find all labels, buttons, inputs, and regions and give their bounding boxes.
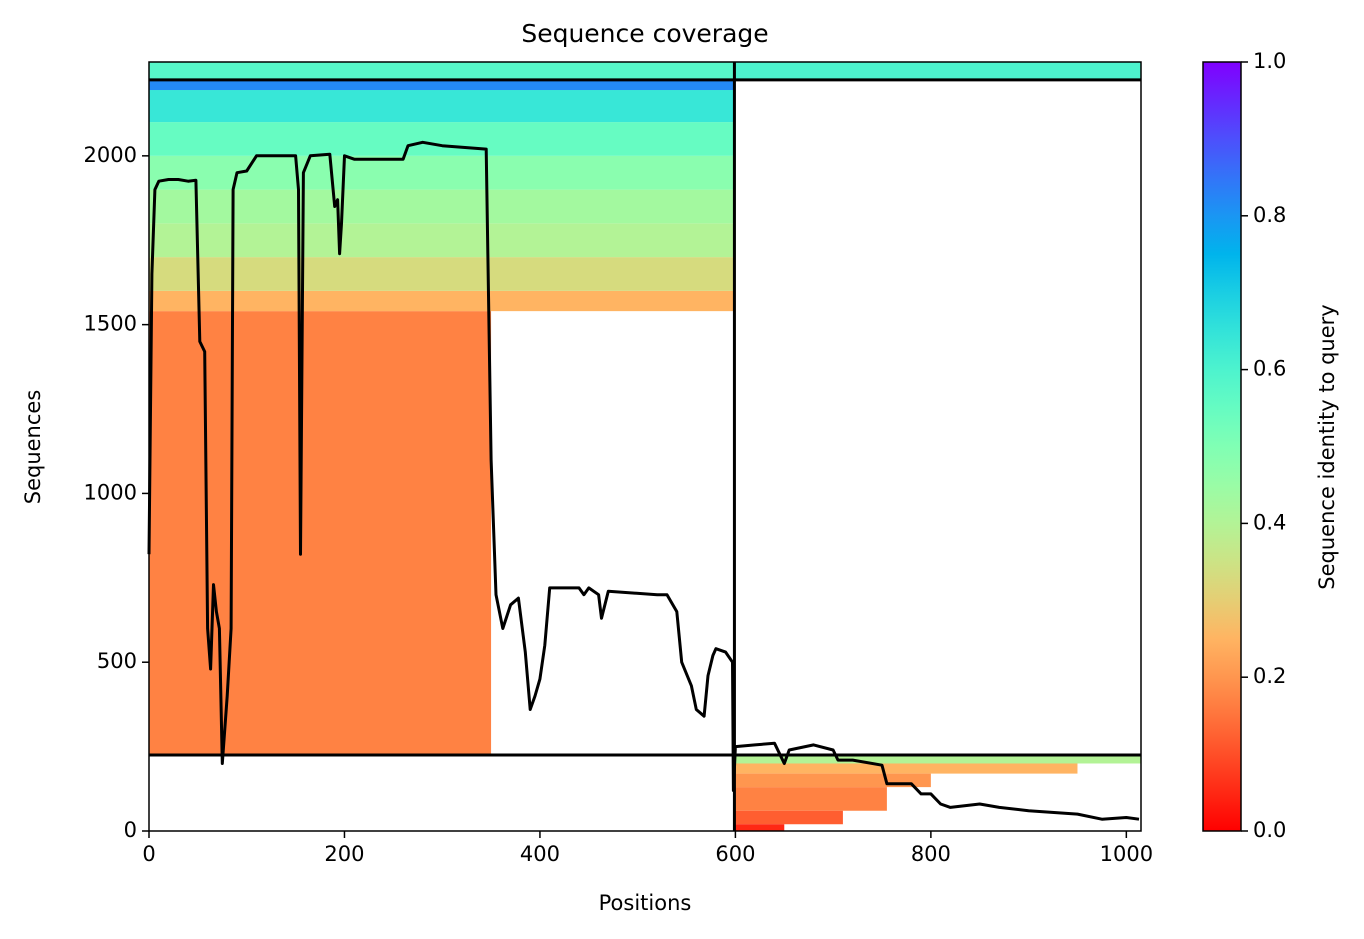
y-tick-label: 500 — [97, 649, 137, 673]
coverage-block — [734, 763, 1078, 774]
colorbar-tick-label: 0.8 — [1253, 203, 1286, 227]
colorbar-label: Sequence identity to query — [1315, 304, 1339, 589]
x-tick-label: 800 — [911, 842, 951, 866]
coverage-block — [734, 810, 843, 825]
y-tick-label: 0 — [124, 818, 137, 842]
coverage-block — [734, 62, 1141, 80]
chart-title: Sequence coverage — [521, 19, 768, 48]
colorbar-tick-label: 0.0 — [1253, 818, 1286, 842]
colorbar — [1202, 61, 1242, 832]
coverage-line — [147, 140, 1140, 821]
colorbar-tick-label: 0.6 — [1253, 357, 1286, 381]
colorbar-tick-label: 1.0 — [1253, 49, 1286, 73]
coverage-block — [149, 223, 735, 258]
coverage-block — [149, 62, 735, 80]
coverage-block — [149, 290, 735, 312]
y-tick-label: 1000 — [84, 480, 137, 504]
x-tick-label: 400 — [520, 842, 560, 866]
coverage-block — [734, 787, 887, 811]
coverage-block — [149, 257, 735, 291]
coverage-block — [149, 90, 735, 123]
y-tick-label: 1500 — [84, 312, 137, 336]
coverage-block — [149, 79, 735, 91]
plot-frame — [148, 61, 1142, 832]
x-tick-label: 1000 — [1100, 842, 1153, 866]
x-tick-label: 0 — [142, 842, 155, 866]
coverage-block — [734, 773, 931, 788]
x-tick-label: 200 — [324, 842, 364, 866]
coverage-block — [149, 311, 492, 755]
coverage-block — [149, 189, 735, 224]
coverage-block — [149, 155, 735, 190]
colorbar-tick-label: 0.2 — [1253, 664, 1286, 688]
x-tick-label: 600 — [715, 842, 755, 866]
coverage-block — [734, 824, 785, 831]
coverage-block — [734, 755, 1141, 764]
coverage-block — [149, 122, 735, 156]
y-tick-label: 2000 — [84, 143, 137, 167]
colorbar-tick-label: 0.4 — [1253, 510, 1286, 534]
x-axis-label: Positions — [599, 891, 692, 915]
y-axis-label: Sequences — [21, 390, 45, 505]
